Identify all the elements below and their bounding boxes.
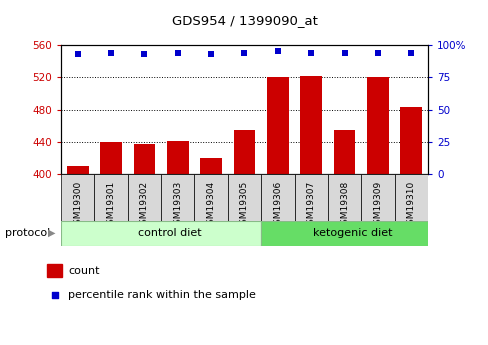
Bar [94, 174, 127, 221]
Text: count: count [68, 266, 100, 276]
Bar [233, 130, 255, 174]
Text: GSM19307: GSM19307 [306, 181, 315, 230]
Bar [294, 174, 327, 221]
Text: GSM19309: GSM19309 [373, 181, 382, 230]
Point [306, 50, 314, 55]
Bar [261, 174, 294, 221]
Point [51, 293, 59, 298]
Point [373, 50, 381, 55]
Text: control diet: control diet [138, 228, 201, 238]
Bar [61, 221, 261, 246]
Bar [67, 166, 88, 174]
Bar [266, 77, 288, 174]
Bar [394, 174, 427, 221]
Bar [100, 142, 122, 174]
Bar [127, 174, 161, 221]
Text: GSM19304: GSM19304 [206, 181, 215, 230]
Text: GSM19302: GSM19302 [140, 181, 149, 230]
Bar [261, 221, 427, 246]
Bar [400, 107, 421, 174]
Point [240, 50, 248, 55]
Point [207, 51, 215, 57]
Point [174, 50, 182, 55]
Bar [61, 174, 94, 221]
Text: ketogenic diet: ketogenic diet [312, 228, 392, 238]
Bar [161, 174, 194, 221]
Point [407, 50, 414, 55]
Text: GSM19308: GSM19308 [339, 181, 348, 230]
Bar [333, 130, 355, 174]
Bar [133, 144, 155, 174]
Text: GSM19310: GSM19310 [406, 181, 415, 230]
Bar [166, 141, 188, 174]
Text: GSM19303: GSM19303 [173, 181, 182, 230]
Bar [327, 174, 361, 221]
Bar [300, 76, 322, 174]
Text: GSM19305: GSM19305 [240, 181, 248, 230]
Point [140, 51, 148, 57]
Bar [194, 174, 227, 221]
Point [74, 51, 81, 57]
Text: GSM19300: GSM19300 [73, 181, 82, 230]
Bar [47, 264, 62, 277]
Text: percentile rank within the sample: percentile rank within the sample [68, 290, 256, 300]
Text: GSM19306: GSM19306 [273, 181, 282, 230]
Text: ▶: ▶ [48, 228, 55, 238]
Text: protocol: protocol [5, 228, 50, 238]
Text: GDS954 / 1399090_at: GDS954 / 1399090_at [171, 14, 317, 27]
Point [107, 50, 115, 55]
Point [340, 50, 348, 55]
Text: GSM19301: GSM19301 [106, 181, 115, 230]
Point [273, 49, 281, 54]
Bar [366, 77, 388, 174]
Bar [200, 158, 222, 174]
Bar [361, 174, 394, 221]
Bar [227, 174, 261, 221]
